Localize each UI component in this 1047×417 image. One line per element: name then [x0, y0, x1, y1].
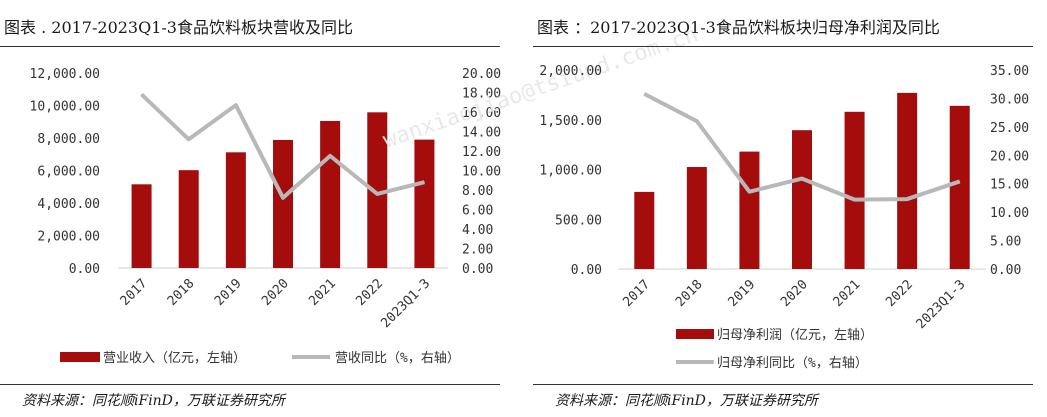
category-label: 2020	[259, 276, 292, 309]
right-axis-tick-label: 10.00	[462, 165, 501, 180]
left-axis-tick-label: 1,000.00	[539, 164, 602, 179]
revenue-chart: 12,000.00 10,000.00 8,000.00 6,000.00 4,000.…	[30, 67, 502, 366]
profit-chart: 2,000.00 1,500.00 1,000.00 500.00 0.00 35.00 3…	[539, 64, 1029, 371]
line-point	[906, 198, 908, 200]
right-axis-tick-label: 5.00	[990, 235, 1021, 250]
line-point	[329, 155, 331, 157]
legend-label: 归母净利润（亿元，左轴）	[717, 328, 873, 343]
line-point	[188, 138, 190, 140]
category-label: 2018	[673, 277, 706, 310]
right-axis-tick-label: 35.00	[990, 64, 1029, 79]
category-label: 2023Q1-3	[914, 277, 969, 332]
line-point	[959, 180, 961, 182]
title-rule	[0, 46, 500, 47]
legend-label: 归母净利同比（%，右轴）	[717, 356, 868, 371]
left-axis-tick-label: 0.00	[571, 263, 602, 278]
left-axis-tick-label: 500.00	[555, 213, 602, 228]
category-label: 2021	[831, 277, 864, 310]
category-label: 2018	[165, 276, 198, 309]
left-axis-tick-label: 4,000.00	[37, 197, 100, 212]
chart-title: 图表 ：2017-2023Q1-3食品饮料板块归母净利润及同比	[537, 18, 940, 37]
right-axis-tick-label: 25.00	[990, 121, 1029, 136]
category-label: 2022	[353, 276, 386, 309]
bar	[792, 130, 812, 269]
line-point	[696, 120, 698, 122]
line-point	[801, 178, 803, 180]
line-point	[376, 193, 378, 195]
line-point	[282, 197, 284, 199]
line-point	[141, 93, 143, 95]
right-axis-tick-label: 12.00	[462, 145, 501, 160]
revenue-chart-panel: 图表 . 2017-2023Q1-3食品饮料板块营收及同比 12,000.00 1…	[0, 0, 701, 417]
bar	[178, 170, 199, 268]
source-note: 资料来源：同花顺iFinD，万联证券研究所	[22, 393, 285, 409]
line-point	[854, 199, 856, 201]
right-axis-tick-label: 14.00	[462, 126, 501, 141]
bar	[225, 152, 246, 268]
category-label: 2017	[620, 277, 653, 310]
line-point	[748, 191, 750, 193]
bar	[739, 151, 760, 269]
line-point	[643, 93, 645, 95]
source-note: 资料来源：同花顺iFinD，万联证券研究所	[555, 393, 818, 409]
left-axis-tick-label: 2,000.00	[539, 64, 602, 79]
legend-label: 营收同比（%，右轴）	[335, 351, 460, 366]
bar	[949, 105, 970, 269]
category-label: 2019	[212, 276, 245, 309]
category-label: 2017	[118, 276, 151, 309]
bar	[414, 139, 435, 268]
left-axis-tick-label: 1,500.00	[539, 114, 602, 129]
left-axis-tick-label: 0.00	[69, 262, 100, 277]
left-axis-tick-label: 10,000.00	[30, 100, 100, 115]
legend-label: 营业收入（亿元，左轴）	[103, 351, 246, 366]
category-label: 2020	[778, 277, 811, 310]
right-axis-tick-label: 30.00	[990, 92, 1029, 107]
line-point	[235, 104, 237, 106]
left-axis-tick-label: 6,000.00	[37, 165, 100, 180]
line-point	[423, 181, 425, 183]
right-axis-tick-label: 16.00	[462, 106, 501, 121]
right-axis-tick-label: 8.00	[462, 184, 493, 199]
category-label: 2021	[306, 276, 339, 309]
category-label: 2019	[726, 277, 759, 310]
legend-swatch-bar	[60, 352, 100, 362]
bar	[634, 191, 655, 269]
source-rule	[0, 384, 500, 385]
bar	[367, 112, 388, 268]
right-axis-tick-label: 4.00	[462, 223, 493, 238]
right-axis-tick-label: 20.00	[462, 67, 501, 82]
right-axis-tick-label: 18.00	[462, 87, 501, 102]
category-label: 2023Q1-3	[378, 276, 433, 331]
legend-swatch-bar	[676, 329, 714, 339]
bar	[844, 111, 865, 269]
left-axis-tick-label: 8,000.00	[37, 132, 100, 147]
right-axis-tick-label: 2.00	[462, 243, 493, 258]
bar	[686, 167, 707, 269]
bar	[320, 120, 341, 268]
right-axis-tick-label: 20.00	[990, 149, 1029, 164]
source-rule	[533, 384, 1033, 385]
profit-chart-panel: 图表 ：2017-2023Q1-3食品饮料板块归母净利润及同比 2,000.00…	[533, 0, 1047, 417]
right-axis-tick-label: 15.00	[990, 178, 1029, 193]
right-axis-tick-label: 0.00	[462, 262, 493, 277]
bar	[273, 139, 293, 268]
right-axis-tick-label: 10.00	[990, 206, 1029, 221]
chart-title: 图表 . 2017-2023Q1-3食品饮料板块营收及同比	[4, 18, 353, 37]
bar	[897, 92, 918, 269]
left-axis-tick-label: 2,000.00	[37, 230, 100, 245]
right-axis-tick-label: 0.00	[990, 263, 1021, 278]
right-axis-tick-label: 6.00	[462, 204, 493, 219]
title-rule	[533, 46, 1033, 47]
category-label: 2022	[883, 277, 916, 310]
left-axis-tick-label: 12,000.00	[30, 67, 100, 82]
bar	[131, 184, 152, 268]
